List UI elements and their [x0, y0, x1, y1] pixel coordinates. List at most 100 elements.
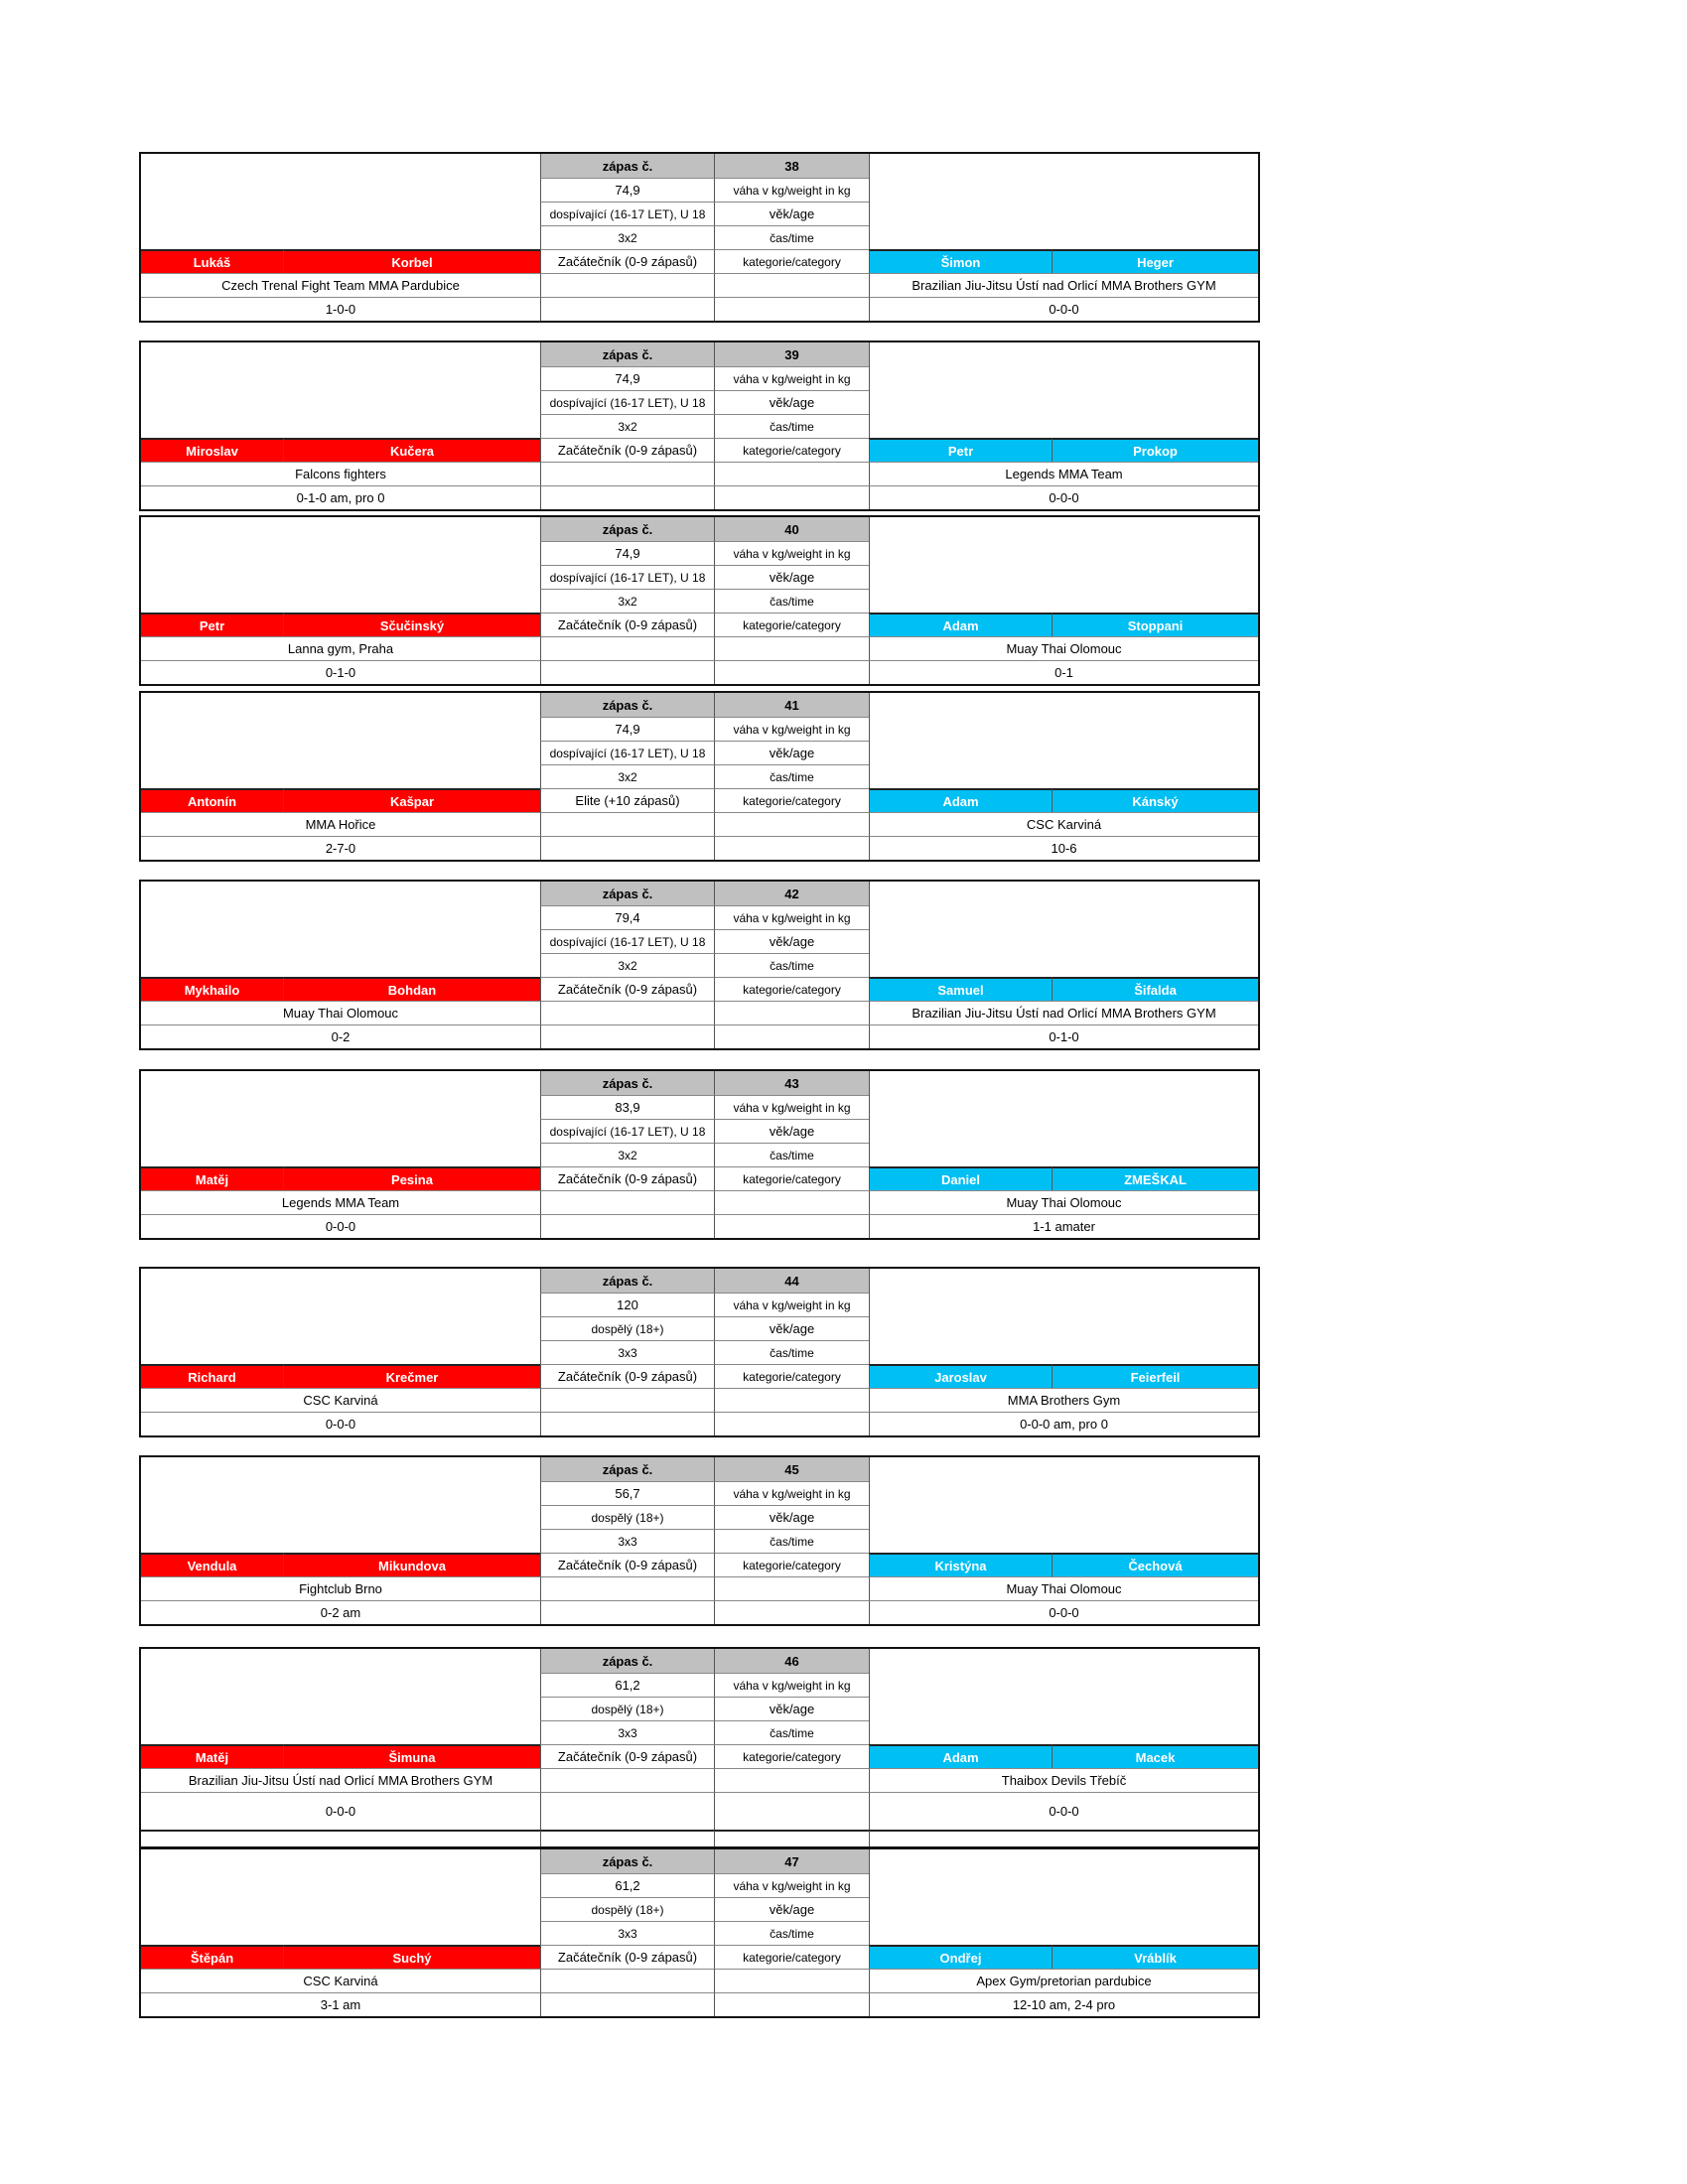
divider: [869, 1071, 870, 1166]
match-number-label: zápas č.: [540, 1269, 714, 1293]
blue-corner-club: MMA Brothers Gym: [869, 1388, 1258, 1412]
blue-corner-first-name: Daniel: [869, 1166, 1052, 1190]
blue-corner-first-name: Jaroslav: [869, 1364, 1052, 1388]
match-number: 44: [714, 1269, 869, 1293]
age-value: dospívající (16-17 LET), U 18: [540, 390, 714, 414]
empty-cell: [714, 660, 869, 684]
match-number: 40: [714, 517, 869, 541]
blue-corner-record: 0-1-0: [869, 1024, 1258, 1048]
category-value: Začátečník (0-9 zápasů): [540, 1166, 714, 1190]
empty-cell: [714, 297, 869, 321]
age-label: věk/age: [714, 741, 869, 764]
empty-cell: [714, 1214, 869, 1238]
divider: [869, 1849, 870, 1945]
match-block: zápas č. 45 56,7 váha v kg/weight in kg dosp…: [139, 1455, 1260, 1626]
match-block: zápas č. 47 61,2 váha v kg/weight in kg dosp…: [139, 1847, 1260, 2018]
time-value: 3x3: [540, 1340, 714, 1364]
red-corner-club: CSC Karviná: [141, 1969, 540, 1992]
time-label: čas/time: [714, 225, 869, 249]
weight-value: 56,7: [540, 1481, 714, 1505]
empty-cell: [714, 462, 869, 485]
age-value: dospělý (18+): [540, 1897, 714, 1921]
blue-corner-record: 0-0-0: [869, 297, 1258, 321]
category-label: kategorie/category: [714, 977, 869, 1001]
divider: [869, 1457, 870, 1553]
red-corner-last-name: Suchý: [283, 1945, 540, 1969]
match-number-label: zápas č.: [540, 154, 714, 178]
age-value: dospělý (18+): [540, 1505, 714, 1529]
time-value: 3x3: [540, 1529, 714, 1553]
empty-cell: [540, 1600, 714, 1624]
empty-cell: [714, 1190, 869, 1214]
category-value: Začátečník (0-9 zápasů): [540, 249, 714, 273]
red-corner-last-name: Kašpar: [283, 788, 540, 812]
weight-value: 74,9: [540, 541, 714, 565]
weight-value: 74,9: [540, 178, 714, 202]
empty-cell: [714, 1830, 869, 1846]
blue-corner-first-name: Adam: [869, 788, 1052, 812]
red-corner-record: 0-2: [141, 1024, 540, 1048]
red-corner-club: Brazilian Jiu-Jitsu Ústí nad Orlicí MMA …: [141, 1768, 540, 1792]
divider: [869, 342, 870, 438]
blue-corner-first-name: Petr: [869, 438, 1052, 462]
time-label: čas/time: [714, 589, 869, 613]
match-number: 39: [714, 342, 869, 366]
time-value: 3x2: [540, 1143, 714, 1166]
empty-cell: [714, 1576, 869, 1600]
blue-corner-club: Muay Thai Olomouc: [869, 636, 1258, 660]
empty-cell: [540, 462, 714, 485]
empty-cell: [540, 636, 714, 660]
empty-cell: [540, 1768, 714, 1792]
blue-corner-first-name: Šimon: [869, 249, 1052, 273]
red-corner-first-name: Štěpán: [141, 1945, 283, 1969]
weight-label: váha v kg/weight in kg: [714, 1673, 869, 1697]
category-value: Začátečník (0-9 zápasů): [540, 977, 714, 1001]
match-number: 46: [714, 1649, 869, 1673]
blue-corner-last-name: ZMEŠKAL: [1052, 1166, 1258, 1190]
red-corner-club: Falcons fighters: [141, 462, 540, 485]
empty-cell: [540, 297, 714, 321]
red-corner-record: 3-1 am: [141, 1992, 540, 2016]
empty-cell: [714, 1992, 869, 2016]
blue-corner-club: Thaibox Devils Třebíč: [869, 1768, 1258, 1792]
empty-cell: [540, 1412, 714, 1435]
empty-cell: [714, 1600, 869, 1624]
weight-label: váha v kg/weight in kg: [714, 905, 869, 929]
weight-value: 74,9: [540, 366, 714, 390]
empty-cell: [714, 1024, 869, 1048]
match-number-label: zápas č.: [540, 882, 714, 905]
match-number-label: zápas č.: [540, 1071, 714, 1095]
match-number: 38: [714, 154, 869, 178]
red-corner-record: 0-0-0: [141, 1792, 540, 1830]
divider: [869, 882, 870, 977]
match-block: zápas č. 43 83,9 váha v kg/weight in kg dosp…: [139, 1069, 1260, 1240]
blue-corner-last-name: Heger: [1052, 249, 1258, 273]
empty-cell: [540, 660, 714, 684]
match-block: zápas č. 44 120 váha v kg/weight in kg dospě…: [139, 1267, 1260, 1437]
red-corner-first-name: Mykhailo: [141, 977, 283, 1001]
weight-label: váha v kg/weight in kg: [714, 1873, 869, 1897]
category-value: Začátečník (0-9 zápasů): [540, 1553, 714, 1576]
time-value: 3x3: [540, 1720, 714, 1744]
blue-corner-first-name: Adam: [869, 1744, 1052, 1768]
empty-cell: [714, 1768, 869, 1792]
blue-corner-club: Muay Thai Olomouc: [869, 1190, 1258, 1214]
category-label: kategorie/category: [714, 1553, 869, 1576]
age-label: věk/age: [714, 202, 869, 225]
match-number-label: zápas č.: [540, 1649, 714, 1673]
time-value: 3x2: [540, 589, 714, 613]
time-value: 3x3: [540, 1921, 714, 1945]
category-label: kategorie/category: [714, 438, 869, 462]
category-label: kategorie/category: [714, 249, 869, 273]
category-value: Začátečník (0-9 zápasů): [540, 1744, 714, 1768]
red-corner-record: 0-1-0 am, pro 0: [141, 485, 540, 509]
category-label: kategorie/category: [714, 1364, 869, 1388]
blue-corner-last-name: Kánský: [1052, 788, 1258, 812]
empty-cell: [540, 1001, 714, 1024]
red-corner-club: Legends MMA Team: [141, 1190, 540, 1214]
time-value: 3x2: [540, 953, 714, 977]
red-corner-club: Muay Thai Olomouc: [141, 1001, 540, 1024]
weight-label: váha v kg/weight in kg: [714, 178, 869, 202]
empty-cell: [540, 1024, 714, 1048]
empty-cell: [714, 812, 869, 836]
